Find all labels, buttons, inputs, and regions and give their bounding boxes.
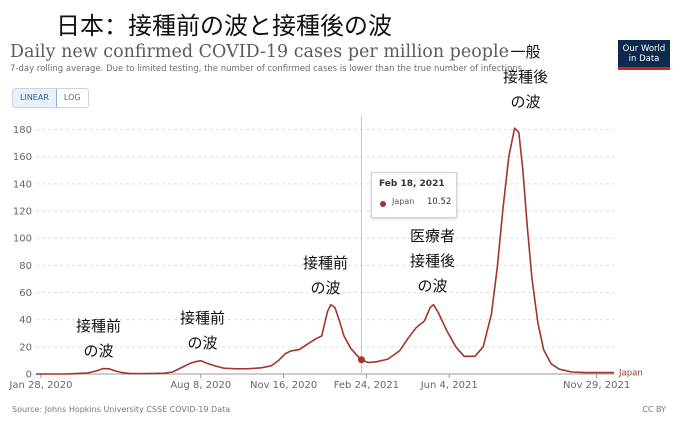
tooltip-date: Feb 18, 2021 [379, 179, 445, 189]
series-line-japan[interactable] [35, 127, 614, 375]
x-tick-label: Aug 8, 2020 [170, 380, 231, 391]
y-tick-label: 0 [26, 370, 32, 381]
annotation-wave-1-line1: 接種前 [76, 317, 122, 335]
annotation-wave-5-line3: の波 [510, 93, 541, 111]
x-tick-label: Jun 4, 2021 [420, 380, 478, 391]
annotation-wave-1-line2: の波 [83, 342, 114, 360]
x-tick-label: Nov 16, 2020 [250, 380, 317, 391]
chart-subtitle: 7-day rolling average. Due to limited te… [10, 64, 525, 74]
annotation-title: 日本：接種前の波と接種後の波 [56, 12, 392, 40]
annotation-wave-5: 一般 接種後 の波 [503, 40, 548, 115]
scale-toggle: LINEAR LOG [12, 88, 89, 108]
annotation-wave-2-line1: 接種前 [180, 309, 226, 327]
hover-point[interactable] [357, 356, 365, 364]
annotation-wave-3-line2: の波 [310, 279, 341, 297]
logo-accent-bar [618, 67, 670, 70]
annotation-wave-3: 接種前 の波 [303, 251, 348, 301]
hover-tooltip: Feb 18, 2021 Japan 10.52 [371, 172, 457, 218]
chart-title: Daily new confirmed COVID-19 cases per m… [10, 42, 509, 62]
y-tick-label: 140 [13, 179, 32, 190]
logo-line-2: in Data [628, 54, 660, 64]
y-tick-label: 60 [19, 288, 32, 299]
annotation-wave-4-line1: 医療者 [410, 227, 456, 245]
y-tick-label: 160 [13, 152, 32, 163]
log-scale-button[interactable]: LOG [63, 93, 81, 102]
y-tick-label: 180 [13, 125, 32, 136]
tooltip-series-name: Japan [392, 197, 415, 206]
x-tick-label: Nov 29, 2021 [563, 380, 630, 391]
annotation-wave-1: 接種前 の波 [76, 314, 121, 364]
annotation-wave-5-line2: 接種後 [503, 68, 549, 86]
tooltip-series-dot [380, 201, 386, 207]
annotation-wave-2: 接種前 の波 [180, 306, 225, 356]
y-tick-label: 40 [19, 315, 32, 326]
annotation-wave-4: 医療者 接種後 の波 [410, 224, 455, 299]
x-tick-label: Jan 28, 2020 [8, 380, 72, 391]
y-tick-label: 20 [19, 342, 32, 353]
y-tick-label: 100 [13, 234, 32, 245]
owid-logo[interactable]: Our World in Data [618, 40, 670, 70]
source-note: Source: Johns Hopkins University CSSE CO… [12, 405, 231, 414]
annotation-wave-4-line2: 接種後 [410, 252, 456, 270]
y-tick-label: 80 [19, 261, 32, 272]
license-link[interactable]: CC BY [642, 405, 666, 414]
x-tick-label: Feb 24, 2021 [334, 380, 399, 391]
annotation-wave-5-line1: 一般 [510, 43, 541, 61]
annotation-wave-4-line3: の波 [417, 277, 448, 295]
series-end-label[interactable]: Japan [618, 369, 643, 379]
annotation-wave-3-line1: 接種前 [303, 254, 349, 272]
y-tick-label: 120 [13, 207, 32, 218]
logo-line-1: Our World [622, 44, 666, 54]
annotation-wave-2-line2: の波 [187, 334, 218, 352]
tooltip-value: 10.52 [427, 197, 452, 207]
linear-scale-button[interactable]: LINEAR [12, 89, 57, 107]
